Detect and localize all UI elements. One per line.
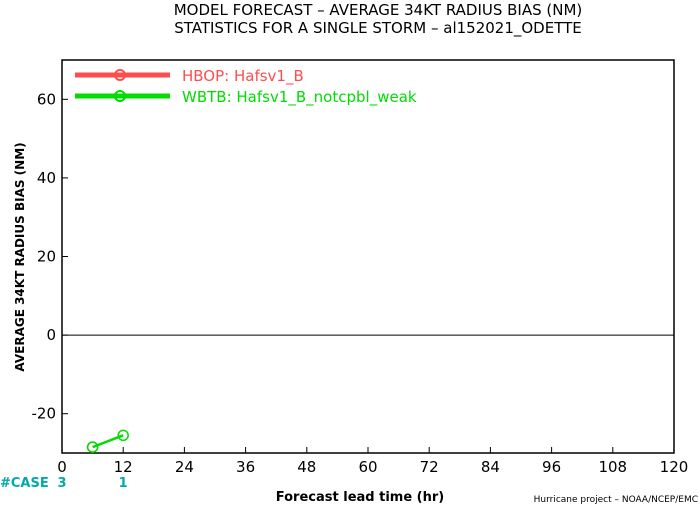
credit-text: Hurricane project – NOAA/NCEP/EMC [534,495,698,505]
x-tick-label: 72 [420,458,439,476]
data-point [86,441,99,453]
x-tick-label: 48 [297,458,316,476]
legend-label: WBTB: Hafsv1_B_notcpbl_weak [182,88,417,107]
legend-marker [114,69,126,81]
plot-area [61,59,675,454]
series-group [86,429,129,453]
x-axis-label: Forecast lead time (hr) [276,490,444,505]
y-tick-label: 0 [46,326,56,344]
y-tick-label: 20 [37,248,56,266]
x-tick-label: 12 [114,458,133,476]
x-tick-label: 96 [542,458,561,476]
chart-subtitle: STATISTICS FOR A SINGLE STORM – al152021… [174,19,582,38]
legend-label: HBOP: Hafsv1_B [182,67,304,86]
plot-frame [61,59,675,454]
x-axis-ticks: 0 12 24 36 48 60 72 84 96 108 120 [57,447,688,476]
legend: HBOP: Hafsv1_B WBTB: Hafsv1_B_notcpbl_wea… [75,67,417,107]
chart-title: MODEL FORECAST – AVERAGE 34KT RADIUS BIA… [174,1,583,19]
y-axis-ticks: -20 0 20 40 60 [32,90,68,423]
case-count: 3 [57,476,66,491]
x-tick-label: 36 [236,458,255,476]
case-label: #CASE [0,476,49,491]
case-count: 1 [119,476,128,491]
y-tick-label: 60 [37,90,56,108]
data-point [117,429,129,442]
y-tick-label: -20 [32,405,57,423]
x-tick-label: 108 [598,458,627,476]
x-tick-label: 60 [358,458,377,476]
y-axis-label: AVERAGE 34KT RADIUS BIAS (NM) [13,142,27,371]
case-counts: #CASE 3 1 [0,476,128,491]
y-tick-label: 40 [37,169,56,187]
x-tick-label: 120 [660,458,689,476]
x-tick-label: 0 [57,458,67,476]
legend-marker [114,90,126,102]
x-tick-label: 24 [175,458,194,476]
x-tick-label: 84 [481,458,500,476]
